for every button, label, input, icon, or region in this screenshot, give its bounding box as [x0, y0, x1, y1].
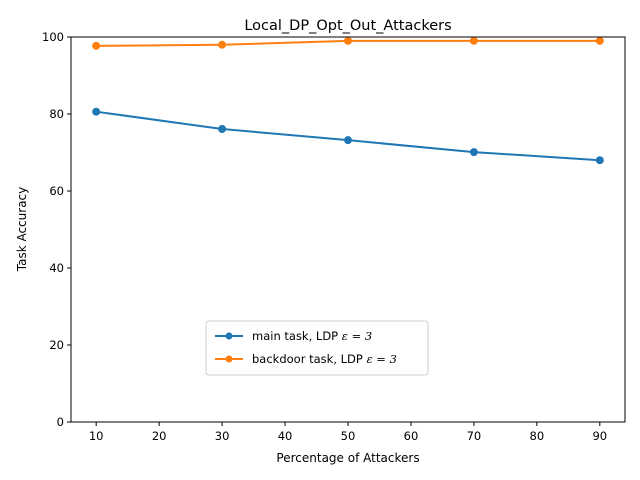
x-tick-label: 10	[89, 429, 104, 443]
x-tick-label: 20	[152, 429, 167, 443]
y-tick-label: 60	[49, 184, 64, 198]
data-point	[469, 36, 478, 45]
x-tick-label: 50	[341, 429, 356, 443]
legend-box	[205, 320, 429, 376]
y-axis-label: Task Accuracy	[15, 187, 29, 273]
chart-title: Local_DP_Opt_Out_Attackers	[244, 18, 451, 34]
y-tick-label: 20	[49, 338, 64, 352]
data-point	[218, 125, 227, 134]
x-axis: 10 20 30 40 50 60 70 80 90	[89, 422, 607, 443]
x-tick-label: 90	[592, 429, 607, 443]
data-point	[344, 136, 352, 145]
data-point	[469, 148, 478, 157]
x-tick-label: 60	[404, 429, 419, 443]
legend: main task, LDP ε = 3 backdoor task, LDP ε…	[205, 320, 429, 376]
y-tick-label: 0	[57, 415, 64, 429]
legend-swatch-marker	[225, 355, 233, 363]
y-tick-label: 80	[49, 107, 64, 121]
series-layer	[92, 36, 604, 165]
data-point	[92, 107, 101, 116]
x-tick-label: 30	[215, 429, 230, 443]
x-axis-label: Percentage of Attackers	[276, 451, 419, 465]
data-point	[595, 156, 604, 165]
data-point	[595, 36, 604, 45]
data-point	[218, 40, 227, 49]
y-tick-label: 40	[49, 261, 64, 275]
legend-swatch-marker	[225, 332, 233, 340]
y-tick-label: 100	[42, 30, 64, 44]
data-point	[344, 36, 352, 45]
legend-label: backdoor task, LDP ε = 3	[252, 352, 397, 366]
y-axis: 0 20 40 60 80 100	[42, 30, 71, 429]
legend-label: main task, LDP ε = 3	[252, 329, 372, 343]
x-tick-label: 80	[530, 429, 545, 443]
x-tick-label: 70	[467, 429, 482, 443]
data-point	[92, 41, 101, 50]
x-tick-label: 40	[278, 429, 293, 443]
